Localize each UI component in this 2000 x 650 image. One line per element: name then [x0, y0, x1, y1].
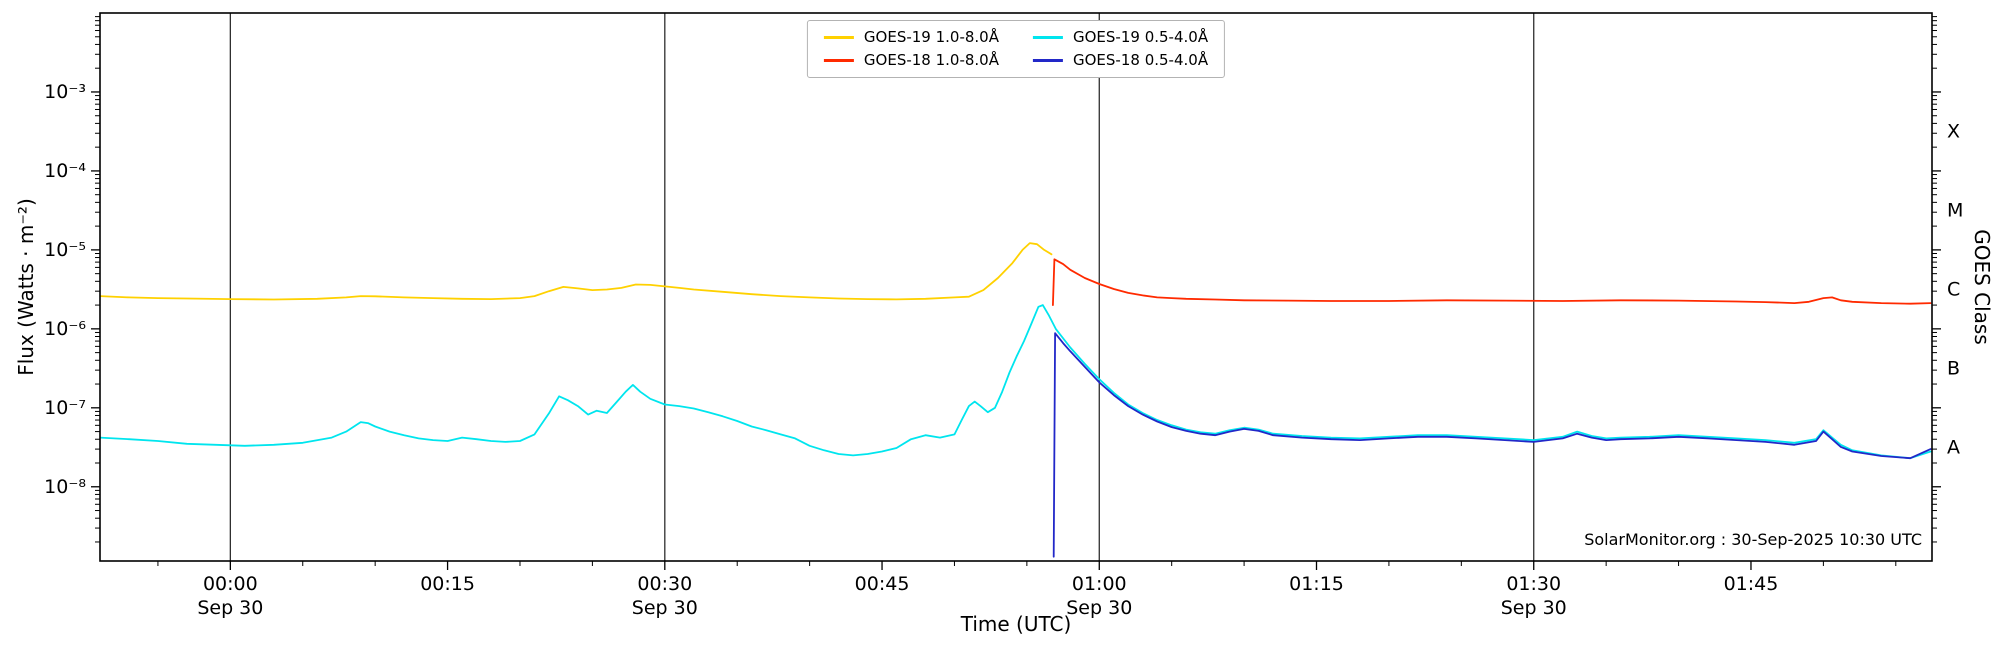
legend-item-goes19-long: GOES-19 1.0-8.0Å: [823, 28, 999, 46]
x-date-label: Sep 30: [1501, 597, 1567, 619]
credit-annotation: SolarMonitor.org : 30-Sep-2025 10:30 UTC: [1584, 530, 1922, 549]
plot-frame: [99, 12, 1933, 562]
x-tick-label: 01:00: [1072, 573, 1127, 595]
goes-class-letter: A: [1947, 436, 1960, 458]
y-tick-label: 10⁻⁴: [44, 160, 86, 182]
x-tick-label: 00:15: [420, 573, 475, 595]
legend-item-label: GOES-19 1.0-8.0Å: [863, 28, 999, 46]
grid-lines: [229, 13, 1535, 561]
series-lines: [100, 242, 1932, 558]
legend-item-goes18-long: GOES-18 1.0-8.0Å: [823, 51, 999, 69]
x-date-label: Sep 30: [632, 597, 698, 619]
legend-item-label: GOES-19 0.5-4.0Å: [1073, 28, 1209, 46]
legend-item-label: GOES-18 0.5-4.0Å: [1073, 51, 1209, 69]
x-tick-label: 00:30: [637, 573, 692, 595]
series-goes-19-1-0-8-0-: [100, 242, 1053, 301]
right-axis-title: GOES Class: [1970, 229, 1994, 345]
x-date-label: Sep 30: [1066, 597, 1132, 619]
legend-column-short-channel: GOES-19 0.5-4.0Å GOES-18 0.5-4.0Å: [1033, 30, 1208, 68]
y-tick-label: 10⁻⁸: [44, 476, 86, 498]
legend-column-long-channel: GOES-19 1.0-8.0Å GOES-18 1.0-8.0Å: [823, 28, 999, 69]
goes-class-letter: X: [1947, 120, 1960, 142]
x-tick-label: 01:45: [1724, 573, 1779, 595]
legend-item-goes19-short: GOES-19 0.5-4.0Å: [1033, 30, 1208, 45]
x-axis-title: Time (UTC): [960, 612, 1072, 636]
series-goes-18-0-5-4-0-: [1052, 332, 1932, 558]
x-date-label: Sep 30: [197, 597, 263, 619]
goes-class-letter: B: [1947, 357, 1960, 379]
legend-line-swatch: [1033, 36, 1063, 39]
goes-class-letter: M: [1947, 199, 1963, 221]
x-tick-label: 01:15: [1289, 573, 1344, 595]
goes-class-letter: C: [1947, 278, 1960, 300]
x-tick-label: 00:00: [203, 573, 258, 595]
y-tick-label: 10⁻³: [44, 81, 86, 103]
legend: GOES-19 1.0-8.0Å GOES-18 1.0-8.0Å GOES-1…: [806, 20, 1226, 78]
legend-item-label: GOES-18 1.0-8.0Å: [863, 51, 999, 69]
legend-item-goes18-short: GOES-18 0.5-4.0Å: [1033, 53, 1208, 68]
legend-line-swatch: [823, 59, 854, 62]
y-tick-label: 10⁻⁷: [44, 397, 86, 419]
y-axis-title: Flux (Watts · m⁻²): [14, 198, 38, 376]
goes-class-letters: X M C B A: [1947, 120, 1963, 458]
series-goes-19-0-5-4-0-: [100, 304, 1932, 460]
y-tick-label: 10⁻⁵: [44, 239, 86, 261]
y-tick-label: 10⁻⁶: [44, 318, 86, 340]
x-tick-label: 01:30: [1506, 573, 1561, 595]
series-goes-18-1-0-8-0-: [1052, 258, 1932, 307]
legend-line-swatch: [823, 36, 854, 39]
x-tick-label: 00:45: [855, 573, 910, 595]
legend-line-swatch: [1033, 59, 1063, 62]
axis-ticks: [91, 16, 1941, 570]
